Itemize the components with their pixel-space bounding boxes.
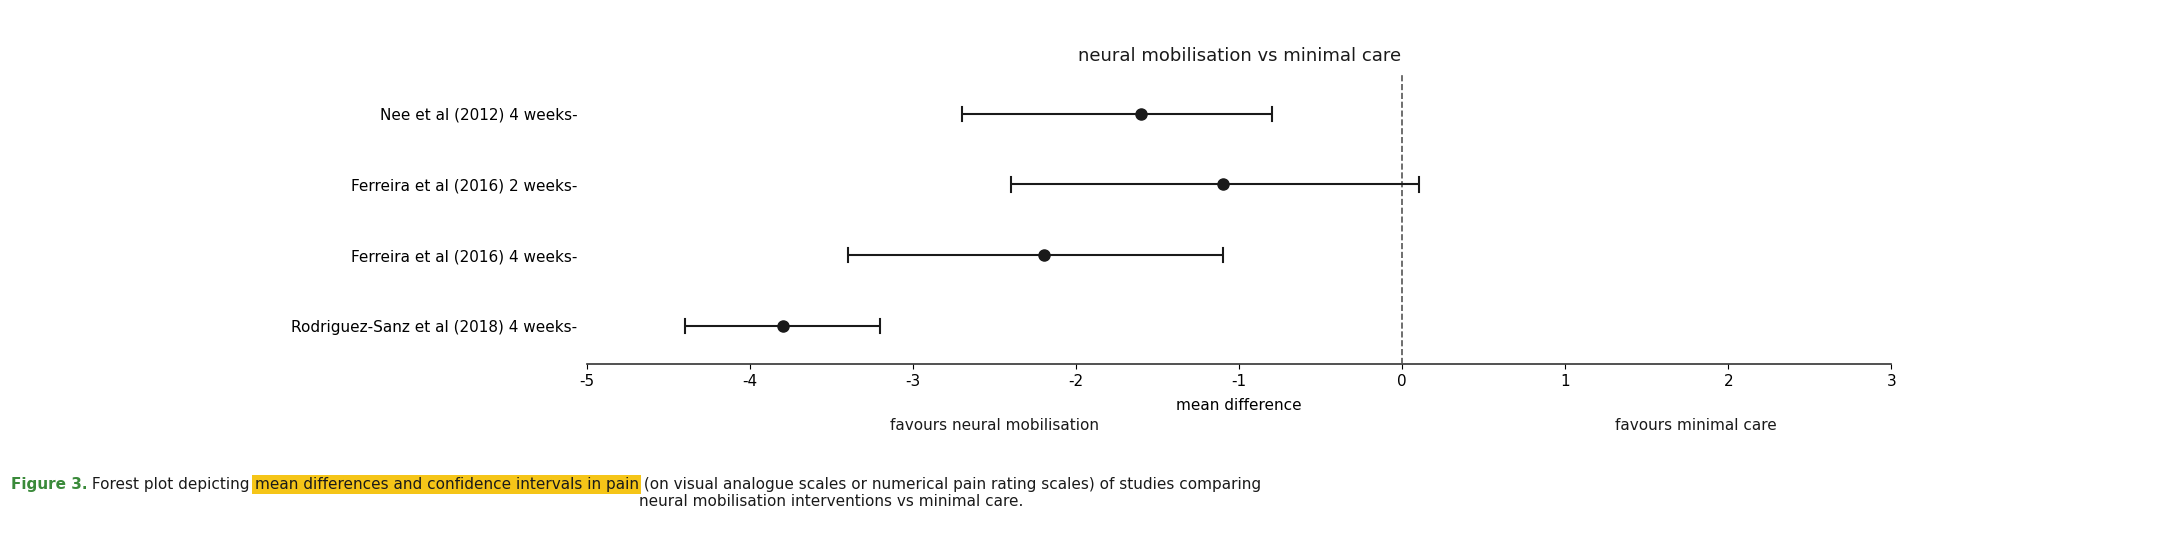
Text: Figure 3.: Figure 3. [11,477,87,492]
X-axis label: mean difference: mean difference [1176,398,1302,413]
Text: (on visual analogue scales or numerical pain rating scales) of studies comparing: (on visual analogue scales or numerical … [639,477,1261,509]
Text: Forest plot depicting: Forest plot depicting [87,477,254,492]
Text: mean differences and confidence intervals in pain: mean differences and confidence interval… [254,477,639,492]
Text: favours neural mobilisation: favours neural mobilisation [889,418,1100,433]
Text: favours minimal care: favours minimal care [1615,418,1776,433]
Title: neural mobilisation vs minimal care: neural mobilisation vs minimal care [1078,47,1400,65]
